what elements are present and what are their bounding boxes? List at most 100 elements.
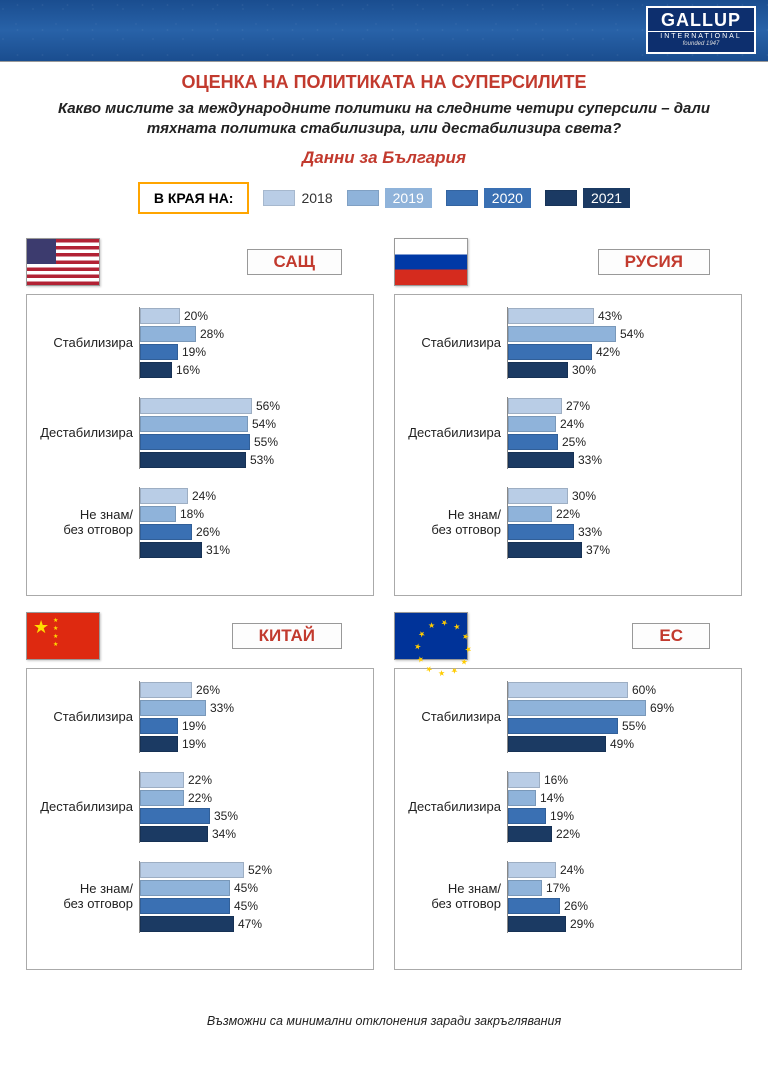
bar [140, 542, 202, 558]
category-label: Не знам/без отговор [399, 487, 507, 559]
panel-title: САЩ [247, 249, 342, 275]
bar [508, 700, 646, 716]
top-banner: GALLUP INTERNATIONAL founded 1947 [0, 0, 768, 62]
bar-value: 22% [556, 827, 580, 841]
category-label: Дестабилизира [399, 397, 507, 469]
chart: Стабилизира26%33%19%19%Дестабилизира22%2… [26, 668, 374, 970]
legend-item: 2020 [446, 188, 531, 208]
bar [140, 862, 244, 878]
flag-rus-icon [394, 238, 468, 286]
bar [508, 416, 556, 432]
bar-value: 37% [586, 543, 610, 557]
bar-value: 35% [214, 809, 238, 823]
bar [508, 452, 574, 468]
bar-value: 49% [610, 737, 634, 751]
bar [140, 700, 206, 716]
bar [508, 398, 562, 414]
panel-chn: КИТАЙСтабилизира26%33%19%19%Дестабилизир… [26, 612, 374, 970]
bar [508, 790, 536, 806]
charts-grid: САЩ Стабилизира 20% 28% 19% 16% Дестабилизира 5… [0, 214, 768, 970]
logo-main: GALLUP [648, 8, 754, 31]
bar-value: 19% [182, 345, 206, 359]
bar [140, 682, 192, 698]
bar [508, 524, 574, 540]
bar-value: 42% [596, 345, 620, 359]
bar [508, 898, 560, 914]
bar [140, 362, 172, 378]
bar [508, 542, 582, 558]
flag-chn-icon [26, 612, 100, 660]
bar [508, 308, 594, 324]
category-label: Стабилизира [31, 307, 139, 379]
bar-value: 33% [210, 701, 234, 715]
bar-value: 26% [196, 683, 220, 697]
bar-value: 17% [546, 881, 570, 895]
bar [140, 488, 188, 504]
category-label: Не знам/без отговор [399, 861, 507, 933]
bar [140, 452, 246, 468]
bar [140, 524, 192, 540]
flag-eu-icon: ★★★★★★★★★★★★ [394, 612, 468, 660]
category-label: Дестабилизира [31, 771, 139, 843]
bar-value: 45% [234, 881, 258, 895]
category-label: Дестабилизира [31, 397, 139, 469]
bar [508, 362, 568, 378]
bar [508, 826, 552, 842]
legend-swatch [545, 190, 577, 206]
bar-value: 34% [212, 827, 236, 841]
bar [140, 718, 178, 734]
flag-usa-icon [26, 238, 100, 286]
bar-value: 16% [544, 773, 568, 787]
bar-value: 43% [598, 309, 622, 323]
bar [140, 326, 196, 342]
bar-value: 31% [206, 543, 230, 557]
bar [508, 880, 542, 896]
bar [140, 790, 184, 806]
bar-value: 26% [196, 525, 220, 539]
legend-item: 2021 [545, 188, 630, 208]
legend-year: 2021 [583, 188, 630, 208]
legend-year: 2020 [484, 188, 531, 208]
bar [140, 808, 210, 824]
category-label: Не знам/без отговор [31, 487, 139, 559]
bar [140, 898, 230, 914]
legend-year: 2018 [301, 190, 332, 206]
category-label: Стабилизира [399, 307, 507, 379]
bar-value: 25% [562, 435, 586, 449]
page-subtitle: Какво мислите за международните политики… [30, 99, 738, 138]
bar-value: 24% [560, 863, 584, 877]
bar-value: 30% [572, 489, 596, 503]
bar-value: 19% [182, 719, 206, 733]
category-label: Стабилизира [31, 681, 139, 753]
category-label: Дестабилизира [399, 771, 507, 843]
bar-value: 69% [650, 701, 674, 715]
bar [508, 718, 618, 734]
bar [508, 862, 556, 878]
panel-title: КИТАЙ [232, 623, 342, 649]
chart: Стабилизира43%54%42%30%Дестабилизира27%2… [394, 294, 742, 596]
bar-value: 45% [234, 899, 258, 913]
bar-value: 33% [578, 525, 602, 539]
bar-value: 22% [188, 773, 212, 787]
bar-value: 29% [570, 917, 594, 931]
bar [508, 772, 540, 788]
bar-value: 28% [200, 327, 224, 341]
bar-value: 20% [184, 309, 208, 323]
footer-note: Възможни са минимални отклонения заради … [0, 1014, 768, 1028]
panel-title: РУСИЯ [598, 249, 710, 275]
panel-rus: РУСИЯСтабилизира43%54%42%30%Дестабилизир… [394, 238, 742, 596]
logo-year: founded 1947 [648, 41, 754, 47]
bar [508, 434, 558, 450]
logo-sub: INTERNATIONAL [648, 31, 754, 41]
bar-value: 47% [238, 917, 262, 931]
gallup-logo: GALLUP INTERNATIONAL founded 1947 [646, 6, 756, 54]
bar [508, 736, 606, 752]
bar [508, 506, 552, 522]
panel-usa: САЩСтабилизира20%28%19%16%Дестабилизира5… [26, 238, 374, 596]
panel-title: ЕС [632, 623, 710, 649]
bar [140, 434, 250, 450]
chart: Стабилизира60%69%55%49%Дестабилизира16%1… [394, 668, 742, 970]
legend-swatch [446, 190, 478, 206]
legend-swatch [347, 190, 379, 206]
bar-value: 52% [248, 863, 272, 877]
